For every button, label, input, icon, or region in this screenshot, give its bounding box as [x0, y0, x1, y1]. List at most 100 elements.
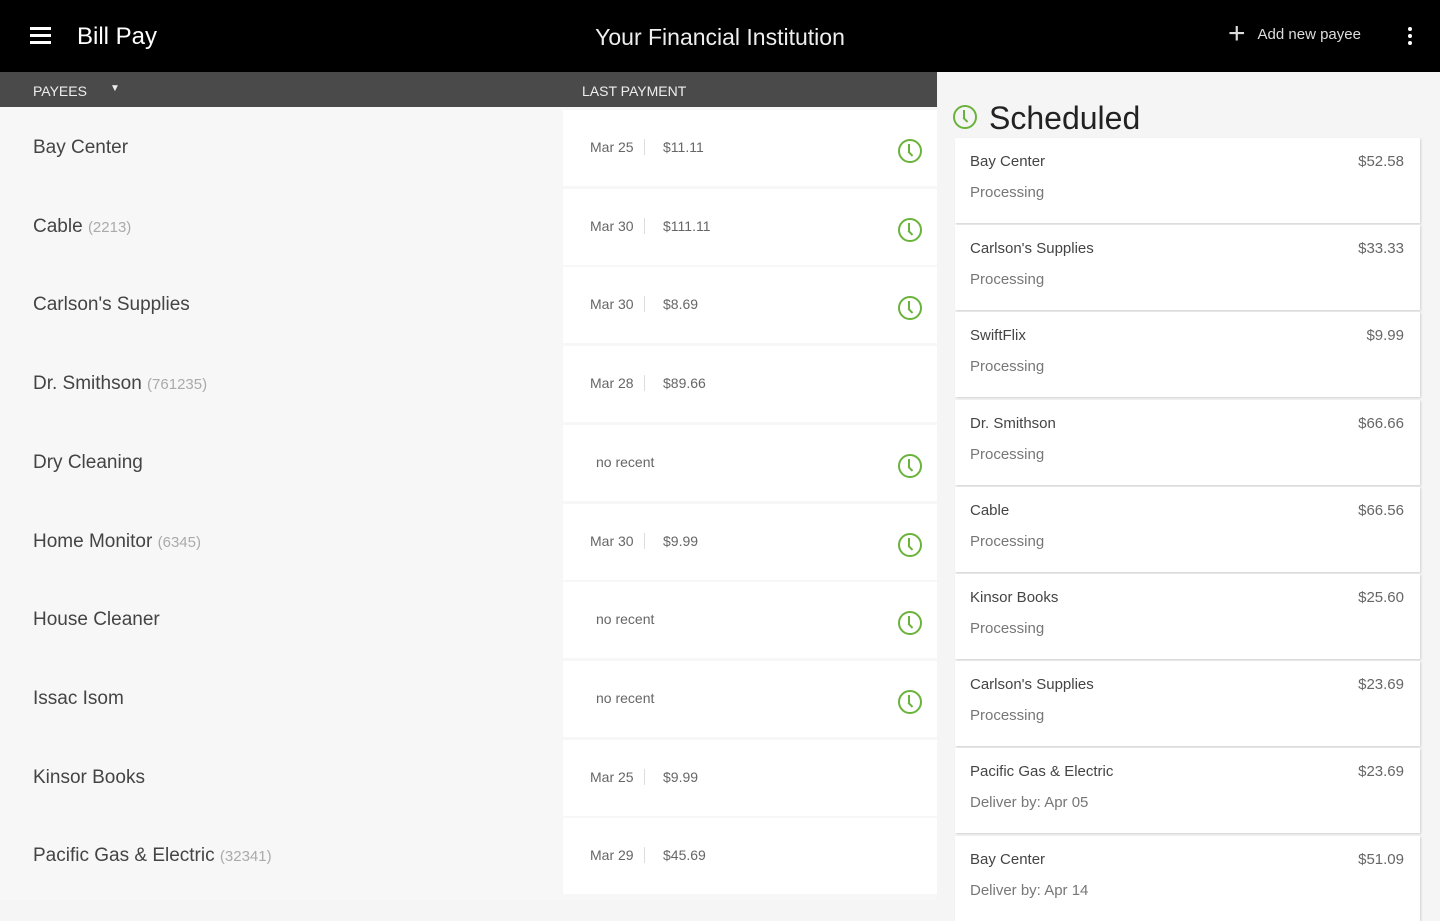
- payment-amount: $8.69: [663, 296, 699, 313]
- payee-name-text: Kinsor Books: [33, 766, 145, 788]
- scheduled-status: Processing: [970, 184, 1045, 201]
- scheduled-status: Processing: [970, 707, 1045, 725]
- add-payee-label: Add new payee: [1257, 25, 1361, 43]
- payee-row[interactable]: Dry Cleaning no recent: [0, 424, 937, 501]
- scheduled-payment[interactable]: SwiftFlix Processing $9.99: [955, 312, 1420, 398]
- scheduled-amount: $51.09: [1358, 850, 1404, 868]
- payee-name: Cable (2213): [33, 216, 131, 238]
- last-payment-cell[interactable]: Mar 30 $9.99: [563, 503, 937, 580]
- payee-name-text: Bay Center: [33, 137, 129, 158]
- last-payment-cell[interactable]: Mar 25 $11.11: [563, 110, 937, 186]
- no-recent-label: no recent: [596, 611, 655, 628]
- last-payment-cell[interactable]: no recent: [563, 424, 937, 501]
- scheduled-amount: $66.56: [1358, 501, 1404, 519]
- scheduled-clock-icon[interactable]: [898, 217, 922, 242]
- last-payment-cell[interactable]: Mar 25 $9.99: [563, 739, 937, 816]
- app-bar: Bill Pay Your Financial Institution + Add…: [0, 0, 1440, 72]
- clock-icon: [953, 105, 977, 129]
- scheduled-amount: $33.33: [1358, 240, 1404, 258]
- payee-row[interactable]: Dr. Smithson (761235) Mar 28 $89.66: [0, 346, 937, 423]
- scheduled-clock-icon[interactable]: [898, 296, 922, 321]
- dropdown-arrow-icon[interactable]: ▼: [110, 83, 120, 94]
- payment-amount: $89.66: [663, 375, 706, 392]
- no-recent-label: no recent: [596, 453, 655, 470]
- last-payment-cell[interactable]: Mar 28 $89.66: [563, 346, 937, 423]
- payee-row[interactable]: Pacific Gas & Electric (32341) Mar 29 $45.…: [0, 818, 937, 895]
- scheduled-clock-icon[interactable]: [898, 139, 922, 163]
- scheduled-payee: Carlson's Supplies: [970, 676, 1094, 694]
- payment-amount: $9.99: [663, 768, 699, 785]
- scheduled-status: Processing: [970, 271, 1045, 289]
- payee-name: Kinsor Books: [33, 767, 145, 789]
- payment-date: Mar 29: [590, 847, 645, 864]
- add-payee-button[interactable]: + Add new payee: [1228, 17, 1361, 50]
- scheduled-status: Processing: [970, 445, 1045, 463]
- payee-row[interactable]: Home Monitor (6345) Mar 30 $9.99: [0, 503, 937, 580]
- payment-date: Mar 30: [590, 296, 645, 313]
- payment-date: Mar 25: [590, 768, 645, 785]
- scheduled-amount: $52.58: [1358, 153, 1404, 170]
- payee-name-text: Dr. Smithson: [33, 373, 142, 395]
- payee-name: Dry Cleaning: [33, 452, 143, 474]
- scheduled-payee: Pacific Gas & Electric: [970, 763, 1114, 781]
- payee-row[interactable]: Issac Isom no recent: [0, 660, 937, 737]
- scheduled-panel: Scheduled Bay Center Processing $52.58 Carl…: [937, 72, 1440, 921]
- payment-date: Mar 25: [590, 139, 645, 155]
- institution-name: Your Financial Institution: [595, 24, 845, 50]
- payee-row[interactable]: Kinsor Books Mar 25 $9.99: [0, 739, 937, 816]
- scheduled-status: Processing: [970, 358, 1045, 376]
- payee-name-text: Home Monitor: [33, 530, 153, 552]
- scheduled-amount: $25.60: [1358, 589, 1404, 606]
- payee-row[interactable]: House Cleaner no recent: [0, 582, 937, 659]
- scheduled-payment[interactable]: Carlson's Supplies Processing $33.33: [955, 225, 1420, 311]
- scheduled-payee: Cable: [970, 501, 1010, 519]
- scheduled-payment[interactable]: Kinsor Books Processing $25.60: [955, 574, 1420, 659]
- account-number: (2213): [87, 218, 132, 236]
- payee-row[interactable]: Cable (2213) Mar 30 $111.11: [0, 188, 937, 265]
- scheduled-status: Deliver by: Apr 14: [970, 881, 1089, 899]
- payees-sort-header[interactable]: PAYEES: [33, 83, 87, 99]
- payee-name: Home Monitor (6345): [33, 531, 201, 553]
- scheduled-clock-icon[interactable]: [898, 611, 922, 636]
- payment-amount: $45.69: [663, 847, 706, 864]
- scheduled-payment[interactable]: Dr. Smithson Processing $66.66: [955, 399, 1420, 485]
- scheduled-payee: SwiftFlix: [970, 327, 1026, 345]
- last-payment-cell[interactable]: Mar 30 $111.11: [563, 188, 937, 265]
- payee-name-text: House Cleaner: [33, 609, 160, 631]
- payment-amount: $11.11: [663, 139, 704, 155]
- scheduled-clock-icon[interactable]: [898, 689, 922, 714]
- menu-icon[interactable]: [30, 27, 51, 44]
- payment-date: Mar 30: [590, 217, 645, 234]
- plus-icon: +: [1228, 17, 1246, 50]
- scheduled-payee: Kinsor Books: [970, 589, 1059, 606]
- payment-date: Mar 28: [590, 375, 645, 392]
- scheduled-status: Processing: [970, 620, 1045, 637]
- last-payment-cell[interactable]: no recent: [563, 660, 937, 737]
- more-options-icon[interactable]: [1408, 27, 1416, 48]
- payee-row[interactable]: Bay Center Mar 25 $11.11: [0, 110, 937, 186]
- scheduled-payment[interactable]: Carlson's Supplies Processing $23.69: [955, 661, 1420, 747]
- account-number: (32341): [219, 848, 272, 866]
- scheduled-payee: Bay Center: [970, 153, 1046, 170]
- scheduled-clock-icon[interactable]: [898, 532, 922, 557]
- last-payment-cell[interactable]: Mar 29 $45.69: [563, 818, 937, 895]
- scheduled-payment[interactable]: Bay Center Deliver by: Apr 14 $51.09: [955, 835, 1420, 921]
- scheduled-payment[interactable]: Cable Processing $66.56: [955, 486, 1420, 572]
- payee-name: Carlson's Supplies: [33, 294, 190, 316]
- payee-name: House Cleaner: [33, 609, 160, 631]
- scheduled-payment[interactable]: Pacific Gas & Electric Deliver by: Apr 05…: [955, 748, 1420, 834]
- last-payment-cell[interactable]: Mar 30 $8.69: [563, 267, 937, 344]
- scheduled-clock-icon[interactable]: [898, 453, 922, 478]
- scheduled-amount: $66.66: [1358, 414, 1404, 432]
- payee-name: Issac Isom: [33, 688, 124, 710]
- payee-name: Dr. Smithson (761235): [33, 373, 207, 395]
- payee-row[interactable]: Carlson's Supplies Mar 30 $8.69: [0, 267, 937, 344]
- payee-list: Bay Center Mar 25 $11.11 Cable (2213) Mar 30…: [0, 107, 937, 900]
- scheduled-amount: $9.99: [1366, 327, 1404, 345]
- payee-name-text: Dry Cleaning: [33, 451, 143, 473]
- column-header: PAYEES ▼ LAST PAYMENT: [0, 72, 937, 107]
- scheduled-amount: $23.69: [1358, 676, 1404, 694]
- scheduled-payment[interactable]: Bay Center Processing $52.58: [955, 138, 1420, 223]
- scheduled-payee: Dr. Smithson: [970, 414, 1056, 432]
- last-payment-cell[interactable]: no recent: [563, 582, 937, 659]
